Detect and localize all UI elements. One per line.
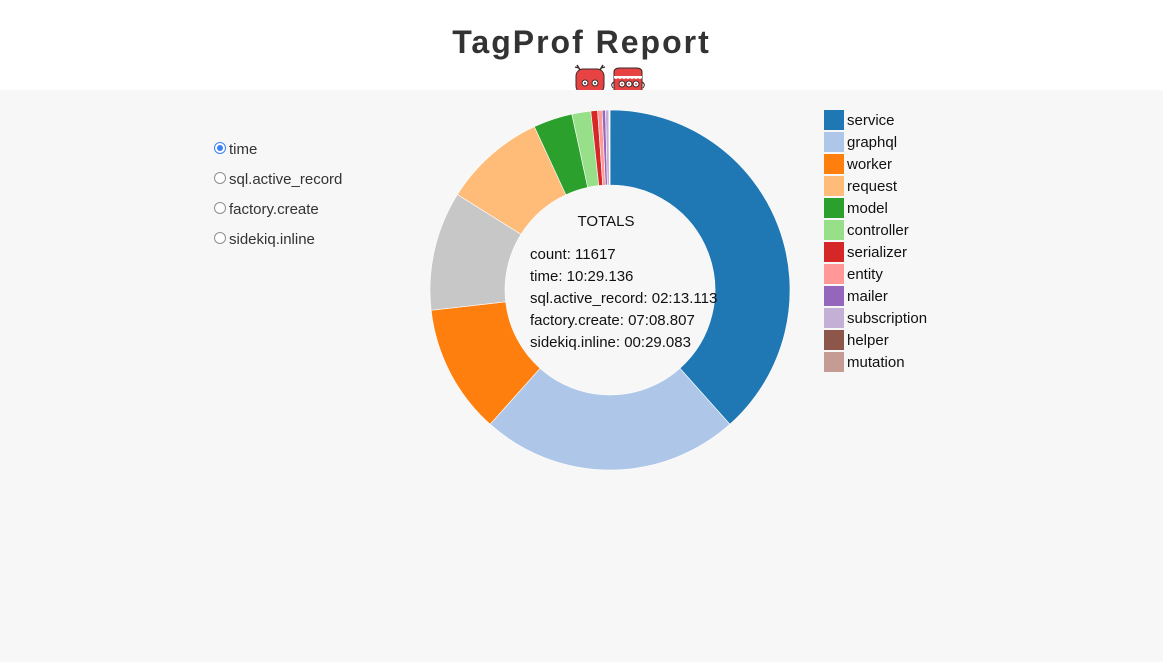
legend-swatch [824,154,844,174]
legend-item-request: request [824,175,927,197]
legend-swatch [824,110,844,130]
legend-label: mutation [847,353,905,371]
legend-item-worker: worker [824,153,927,175]
legend-item-mailer: mailer [824,285,927,307]
legend-swatch [824,176,844,196]
legend-label: graphql [847,133,898,151]
metric-label: factory.create [229,200,319,218]
legend-swatch [824,220,844,240]
metric-label: time [229,140,258,158]
legend-label: serializer [847,243,908,261]
legend-swatch [824,198,844,218]
legend-label: request [847,177,898,195]
metric-selector: time sql.active_record factory.create si… [214,134,342,254]
totals-title: TOTALS [577,213,635,230]
metric-option-time[interactable]: time [214,134,342,164]
legend-item-subscription: subscription [824,307,927,329]
legend-item-serializer: serializer [824,241,927,263]
header: TagProf Report [0,0,1163,90]
totals-sidekiq-inline: sidekiq.inline: 00:29.083 [530,334,691,351]
metric-label: sidekiq.inline [229,230,315,248]
legend-swatch [824,286,844,306]
chart-legend: service graphql worker request model controll… [824,109,927,373]
legend-swatch [824,330,844,350]
legend-label: mailer [847,287,888,305]
legend-label: entity [847,265,883,283]
totals-sql-active-record: sql.active_record: 02:13.113 [530,290,718,307]
legend-label: helper [847,331,889,349]
metric-option-sql-active-record[interactable]: sql.active_record [214,164,342,194]
logos [574,64,648,90]
legend-swatch [824,308,844,328]
legend-swatch [824,352,844,372]
legend-item-helper: helper [824,329,927,351]
red-robot-antenna-icon [574,64,645,90]
legend-swatch [824,242,844,262]
metric-label: sql.active_record [229,170,343,188]
radio-time[interactable] [214,142,226,154]
radio-factory-create[interactable] [214,202,226,214]
legend-item-mutation: mutation [824,351,927,373]
donut-chart: TOTALS count: 11617 time: 10:29.136 sql.… [425,105,795,475]
donut-slice-mutation[interactable] [609,109,611,186]
donut-svg [429,109,791,471]
legend-item-controller: controller [824,219,927,241]
radio-sidekiq-inline[interactable] [214,232,226,244]
report-main: time sql.active_record factory.create si… [0,90,1163,662]
metric-option-factory-create[interactable]: factory.create [214,194,342,224]
donut-slice-graphql[interactable] [489,367,731,471]
metric-option-sidekiq-inline[interactable]: sidekiq.inline [214,224,342,254]
legend-item-graphql: graphql [824,131,927,153]
legend-item-service: service [824,109,927,131]
legend-item-entity: entity [824,263,927,285]
totals-time: time: 10:29.136 [530,268,634,285]
legend-label: subscription [847,309,928,327]
donut-slice-service[interactable] [609,109,791,425]
totals-count: count: 11617 [530,246,616,263]
donut-hole [505,185,715,395]
radio-sql-active-record[interactable] [214,172,226,184]
legend-label: controller [847,221,909,239]
legend-swatch [824,264,844,284]
legend-label: worker [847,155,893,173]
legend-swatch [824,132,844,152]
totals-factory-create: factory.create: 07:08.807 [530,312,695,329]
legend-item-model: model [824,197,927,219]
totals-panel: TOTALS count: 11617 time: 10:29.136 sql.… [530,213,780,354]
legend-label: model [847,199,888,217]
page-title: TagProf Report [452,24,711,60]
legend-label: service [847,111,895,129]
